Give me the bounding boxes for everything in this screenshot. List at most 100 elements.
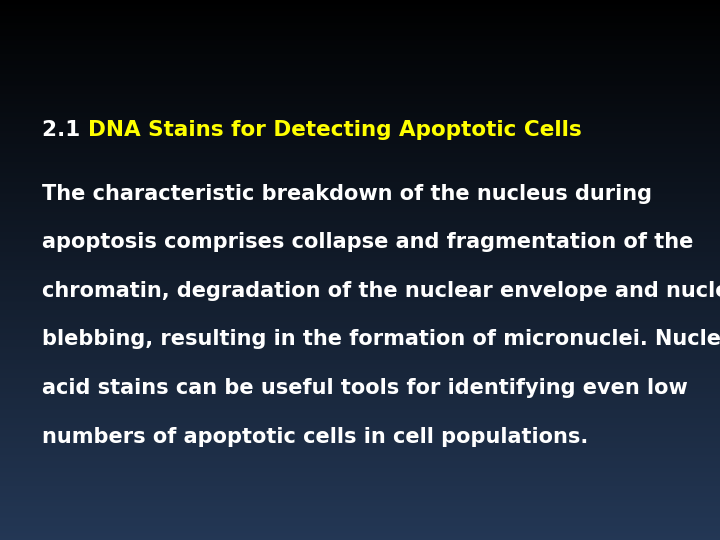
Bar	[0, 491, 720, 493]
Bar	[0, 360, 720, 362]
Bar	[0, 248, 720, 250]
Bar	[0, 93, 720, 96]
Bar	[0, 103, 720, 104]
Bar	[0, 113, 720, 115]
Bar	[0, 349, 720, 351]
Bar	[0, 97, 720, 99]
Bar	[0, 342, 720, 344]
Bar	[0, 517, 720, 518]
Bar	[0, 432, 720, 434]
Bar	[0, 504, 720, 506]
Bar	[0, 184, 720, 185]
Bar	[0, 241, 720, 243]
Bar	[0, 120, 720, 123]
Bar	[0, 312, 720, 313]
Bar	[0, 74, 720, 76]
Bar	[0, 66, 720, 69]
Bar	[0, 167, 720, 169]
Bar	[0, 389, 720, 390]
Bar	[0, 524, 720, 525]
Bar	[0, 0, 720, 2]
Bar	[0, 174, 720, 177]
Bar	[0, 76, 720, 77]
Bar	[0, 420, 720, 421]
Bar	[0, 454, 720, 455]
Bar	[0, 482, 720, 484]
Bar	[0, 193, 720, 194]
Bar	[0, 479, 720, 481]
Bar	[0, 515, 720, 517]
Bar	[0, 218, 720, 220]
Bar	[0, 520, 720, 522]
Bar	[0, 281, 720, 282]
Bar	[0, 214, 720, 216]
Bar	[0, 155, 720, 157]
Bar	[0, 20, 720, 22]
Bar	[0, 209, 720, 211]
Bar	[0, 324, 720, 326]
Bar	[0, 407, 720, 409]
Bar	[0, 146, 720, 147]
Bar	[0, 452, 720, 454]
Bar	[0, 444, 720, 447]
Text: DNA Stains for Detecting Apoptotic Cells: DNA Stains for Detecting Apoptotic Cells	[88, 119, 581, 140]
Bar	[0, 398, 720, 400]
Bar	[0, 346, 720, 347]
Bar	[0, 88, 720, 90]
Bar	[0, 221, 720, 223]
Bar	[0, 313, 720, 315]
Bar	[0, 481, 720, 482]
Bar	[0, 362, 720, 363]
Bar	[0, 245, 720, 247]
Bar	[0, 147, 720, 150]
Bar	[0, 187, 720, 189]
Bar	[0, 243, 720, 245]
Bar	[0, 150, 720, 151]
Bar	[0, 92, 720, 93]
Bar	[0, 250, 720, 252]
Bar	[0, 254, 720, 255]
Bar	[0, 212, 720, 214]
Bar	[0, 477, 720, 479]
Bar	[0, 536, 720, 538]
Bar	[0, 326, 720, 328]
Bar	[0, 196, 720, 198]
Bar	[0, 130, 720, 131]
Bar	[0, 518, 720, 520]
Bar	[0, 423, 720, 425]
Bar	[0, 228, 720, 231]
Bar	[0, 428, 720, 430]
Bar	[0, 528, 720, 529]
Bar	[0, 319, 720, 320]
Bar	[0, 160, 720, 162]
Bar	[0, 538, 720, 540]
Bar	[0, 216, 720, 218]
Bar	[0, 393, 720, 394]
Bar	[0, 525, 720, 528]
Bar	[0, 309, 720, 312]
Bar	[0, 304, 720, 306]
Bar	[0, 164, 720, 166]
Bar	[0, 374, 720, 376]
Bar	[0, 101, 720, 103]
Bar	[0, 4, 720, 5]
Bar	[0, 211, 720, 212]
Bar	[0, 239, 720, 241]
Bar	[0, 363, 720, 366]
Bar	[0, 331, 720, 333]
Bar	[0, 49, 720, 50]
Bar	[0, 50, 720, 52]
Bar	[0, 268, 720, 270]
Bar	[0, 137, 720, 139]
Bar	[0, 471, 720, 474]
Bar	[0, 16, 720, 18]
Bar	[0, 417, 720, 420]
Bar	[0, 198, 720, 200]
Bar	[0, 123, 720, 124]
Bar	[0, 173, 720, 174]
Bar	[0, 189, 720, 191]
Bar	[0, 77, 720, 79]
Bar	[0, 247, 720, 248]
Bar	[0, 336, 720, 339]
Bar	[0, 39, 720, 42]
